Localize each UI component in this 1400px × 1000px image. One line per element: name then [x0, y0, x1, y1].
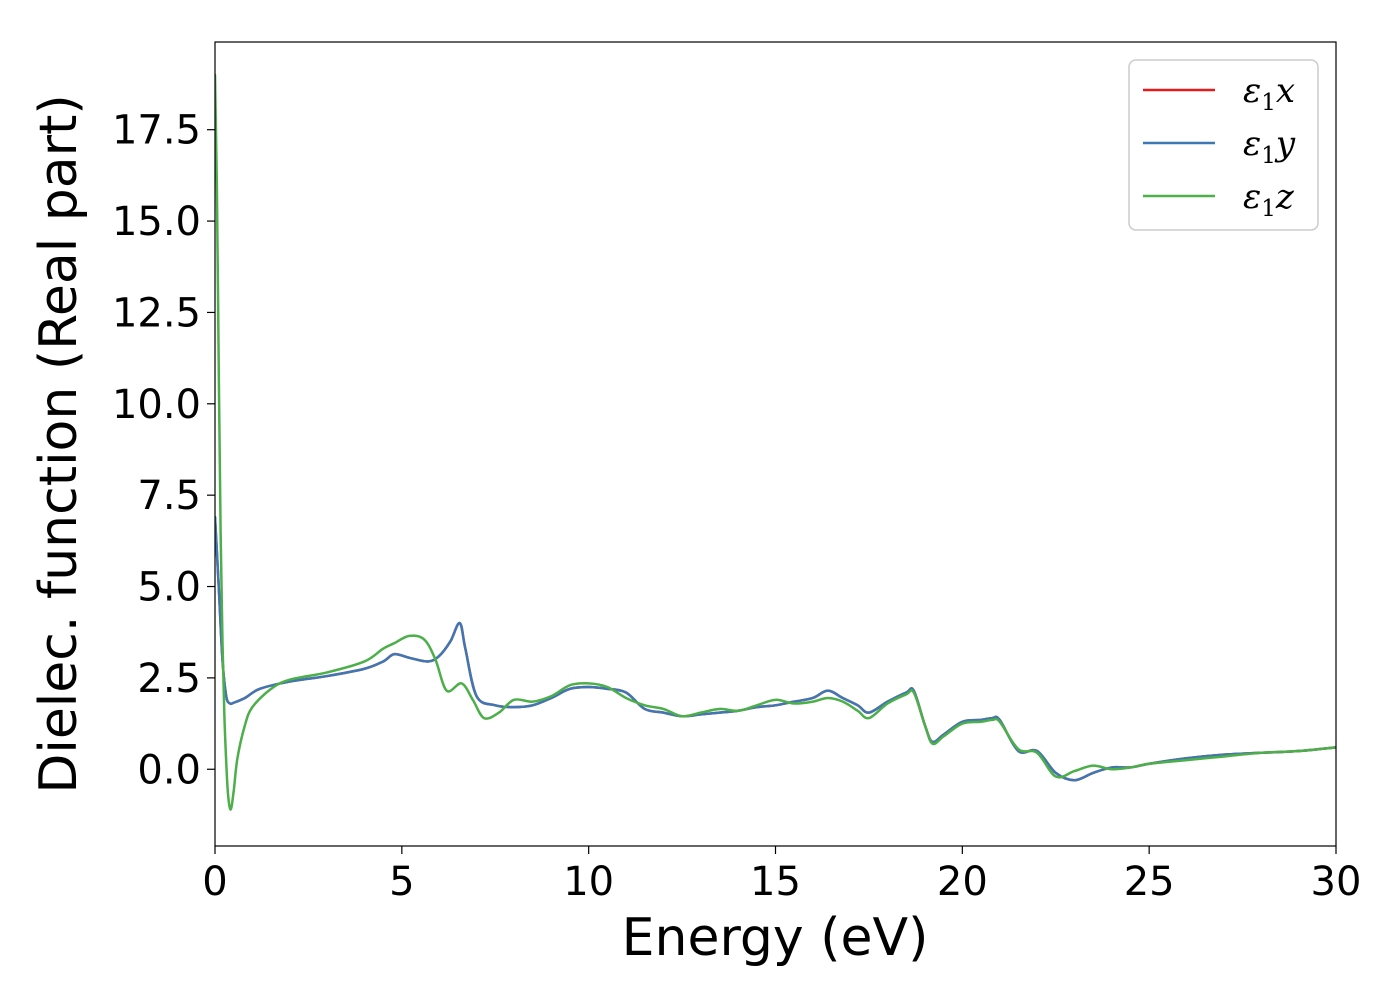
legend-frame: [1128, 59, 1319, 231]
y-axis-label: Dielec. function (Real part): [29, 94, 89, 793]
x-axis-ticks: 0 5 10 15 20 25 30: [202, 846, 1361, 905]
y-tick-label: 15.0: [112, 199, 201, 245]
x-axis-label: Energy (eV): [622, 908, 929, 968]
legend-label-z: ε1z: [1243, 177, 1295, 222]
y-tick-label: 0.0: [137, 747, 201, 793]
x-tick-label: 10: [563, 859, 614, 905]
y-tick-label: 7.5: [137, 473, 201, 519]
legend-label-x: ε1x: [1243, 71, 1295, 116]
legend: ε1x ε1y ε1z: [1128, 59, 1319, 231]
x-tick-label: 15: [750, 859, 801, 905]
legend-label-y: ε1y: [1243, 124, 1296, 169]
x-tick-label: 5: [389, 859, 414, 905]
y-tick-label: 10.0: [112, 382, 201, 428]
y-tick-label: 12.5: [112, 290, 201, 336]
y-tick-label: 2.5: [137, 656, 201, 702]
series-lines: [215, 73, 1336, 811]
x-tick-label: 25: [1124, 859, 1175, 905]
x-tick-label: 0: [202, 859, 227, 905]
y-tick-label: 5.0: [137, 565, 201, 611]
y-axis-ticks: 0.0 2.5 5.0 7.5 10.0 12.5 15.0 17.5: [112, 108, 215, 793]
x-tick-label: 20: [937, 859, 988, 905]
y-tick-label: 17.5: [112, 108, 201, 154]
series-line-y: [215, 515, 1336, 782]
x-tick-label: 30: [1311, 859, 1362, 905]
series-line-z: [215, 73, 1336, 811]
